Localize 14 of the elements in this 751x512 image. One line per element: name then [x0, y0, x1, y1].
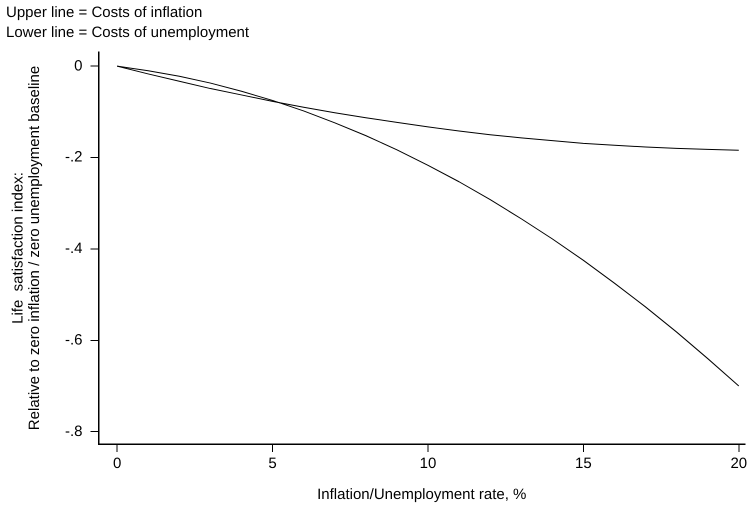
y-tick-label: -.4: [64, 240, 83, 258]
chart-title: Upper line = Costs of inflation: [6, 4, 202, 22]
chart-subtitle: Lower line = Costs of unemployment: [6, 24, 250, 42]
x-tick-label: 10: [420, 455, 436, 472]
x-tick-label: 15: [575, 455, 592, 472]
y-axis-title: Life satisfaction index: Relative to zero inflation / zero unemployment baseline: [9, 66, 43, 430]
x-axis-title: Inflation/Unemployment rate, %: [317, 486, 526, 504]
y-tick-label: -.2: [64, 148, 83, 166]
y-tick-label: 0: [74, 57, 83, 74]
x-tick-label: 0: [112, 455, 122, 472]
y-tick-label: -.6: [64, 331, 83, 348]
x-tick-label: 5: [268, 455, 277, 472]
x-tick-label: 20: [730, 455, 748, 472]
y-tick-label: -.8: [64, 422, 83, 440]
